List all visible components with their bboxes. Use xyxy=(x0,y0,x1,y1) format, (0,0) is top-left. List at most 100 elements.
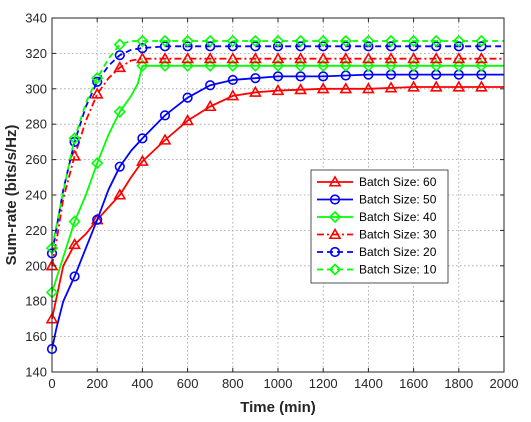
data-point-batch-size-20 xyxy=(159,41,171,52)
x-tick-label: 200 xyxy=(86,376,108,391)
data-point-batch-size-40 xyxy=(362,59,375,72)
legend-marker-batch-size-30 xyxy=(328,227,342,240)
data-point-batch-size-10 xyxy=(91,72,104,85)
data-point-batch-size-30 xyxy=(249,52,262,64)
y-tick-label: 220 xyxy=(25,223,47,238)
series-line-batch-size-40 xyxy=(51,64,504,293)
data-point-batch-size-40 xyxy=(158,59,172,72)
data-point-batch-size-60 xyxy=(181,114,194,126)
legend-label-batch-size-50: Batch Size: 50 xyxy=(359,193,437,207)
data-point-batch-size-20 xyxy=(453,41,464,52)
data-point-batch-size-60 xyxy=(136,154,149,166)
data-point-batch-size-60 xyxy=(158,133,172,145)
data-point-batch-size-30 xyxy=(452,52,466,64)
data-point-batch-size-50 xyxy=(250,73,261,84)
data-point-batch-size-10 xyxy=(181,34,194,48)
data-point-batch-size-30 xyxy=(339,52,353,64)
data-point-batch-size-60 xyxy=(429,80,443,92)
data-point-batch-size-40 xyxy=(430,59,443,72)
y-tick-label: 340 xyxy=(25,11,47,26)
data-point-batch-size-50 xyxy=(137,133,148,144)
data-point-batch-size-20 xyxy=(114,50,125,61)
data-point-batch-size-10 xyxy=(68,132,81,145)
data-point-batch-size-40 xyxy=(113,105,126,118)
legend-label-batch-size-10: Batch Size: 10 xyxy=(359,263,437,277)
series-line-batch-size-50 xyxy=(51,73,504,350)
data-point-batch-size-50 xyxy=(227,74,238,86)
data-point-batch-size-40 xyxy=(407,59,420,72)
y-tick-label: 320 xyxy=(25,46,47,61)
data-point-batch-size-30 xyxy=(362,52,375,64)
data-point-batch-size-30 xyxy=(475,52,488,64)
data-point-batch-size-40 xyxy=(226,59,239,72)
data-point-batch-size-10 xyxy=(384,34,398,48)
data-point-batch-size-10 xyxy=(136,34,149,48)
x-axis-label: Time (min) xyxy=(240,399,316,416)
series-line-batch-size-10 xyxy=(51,40,504,249)
x-tick-label: 1800 xyxy=(444,376,473,391)
legend-label-batch-size-20: Batch Size: 20 xyxy=(359,245,437,259)
data-point-batch-size-30 xyxy=(226,52,240,64)
legend-box xyxy=(310,169,449,284)
data-point-batch-size-40 xyxy=(271,59,285,72)
x-tick-label: 2000 xyxy=(490,376,519,391)
data-point-batch-size-20 xyxy=(476,41,487,52)
data-point-batch-size-10 xyxy=(249,34,262,48)
data-point-batch-size-40 xyxy=(452,59,465,72)
data-point-batch-size-40 xyxy=(68,215,81,228)
data-point-batch-size-30 xyxy=(136,52,149,64)
data-point-batch-size-60 xyxy=(271,83,285,96)
legend: Batch Size: 60 Batch Size: 50 Batch Size: … xyxy=(310,169,449,284)
data-point-batch-size-10 xyxy=(158,34,172,48)
data-point-batch-size-10 xyxy=(475,34,488,48)
series-line-batch-size-60 xyxy=(51,86,504,320)
data-point-batch-size-40 xyxy=(249,59,262,72)
data-point-batch-size-30 xyxy=(384,52,398,64)
data-point-batch-size-20 xyxy=(137,42,148,54)
y-tick-label: 280 xyxy=(25,117,47,132)
data-point-batch-size-20 xyxy=(431,41,442,52)
data-point-batch-size-20 xyxy=(182,41,193,52)
data-point-batch-size-60 xyxy=(316,82,330,94)
y-tick-label: 240 xyxy=(25,188,47,203)
legend-marker-batch-size-50 xyxy=(329,194,341,205)
data-point-batch-size-60 xyxy=(452,80,466,92)
data-point-batch-size-50 xyxy=(182,92,193,103)
data-point-batch-size-50 xyxy=(92,214,103,225)
data-point-batch-size-50 xyxy=(272,71,284,82)
data-point-batch-size-20 xyxy=(363,41,374,52)
data-point-batch-size-60 xyxy=(113,188,127,200)
data-point-batch-size-40 xyxy=(204,59,217,72)
data-point-batch-size-50 xyxy=(159,110,171,121)
legend-marker-batch-size-60 xyxy=(328,175,342,187)
x-tick-label: 0 xyxy=(48,376,55,391)
legend-marker-batch-size-10 xyxy=(328,263,342,276)
data-point-batch-size-50 xyxy=(205,80,216,91)
x-tick-label: 1600 xyxy=(399,376,428,391)
x-tick-label: 600 xyxy=(177,376,199,391)
data-point-batch-size-60 xyxy=(203,99,217,112)
axis-ticks: 0 200 400 600 800 1000 1200 1400 1600 1800 2000 140… xyxy=(25,11,518,392)
series-layer xyxy=(45,34,504,355)
data-point-batch-size-10 xyxy=(339,34,352,48)
data-point-batch-size-40 xyxy=(91,157,104,170)
data-point-batch-size-60 xyxy=(362,82,375,94)
data-point-batch-size-20 xyxy=(92,76,103,87)
y-axis-label: Sum-rate (bits/s/Hz) xyxy=(3,125,20,266)
data-point-batch-size-50 xyxy=(295,71,306,82)
data-point-batch-size-60 xyxy=(475,80,488,92)
y-tick-label: 200 xyxy=(25,258,47,273)
data-point-batch-size-40 xyxy=(181,59,194,72)
data-point-batch-size-30 xyxy=(429,52,443,64)
data-point-batch-size-10 xyxy=(317,34,330,48)
data-point-batch-size-20 xyxy=(250,41,261,52)
x-tick-label: 1200 xyxy=(309,376,338,391)
y-tick-label: 160 xyxy=(25,329,47,344)
data-point-batch-size-50 xyxy=(318,71,329,82)
data-point-batch-size-40 xyxy=(294,59,307,72)
data-point-batch-size-10 xyxy=(452,34,465,48)
data-point-batch-size-10 xyxy=(226,34,239,48)
x-tick-label: 1000 xyxy=(264,376,293,391)
